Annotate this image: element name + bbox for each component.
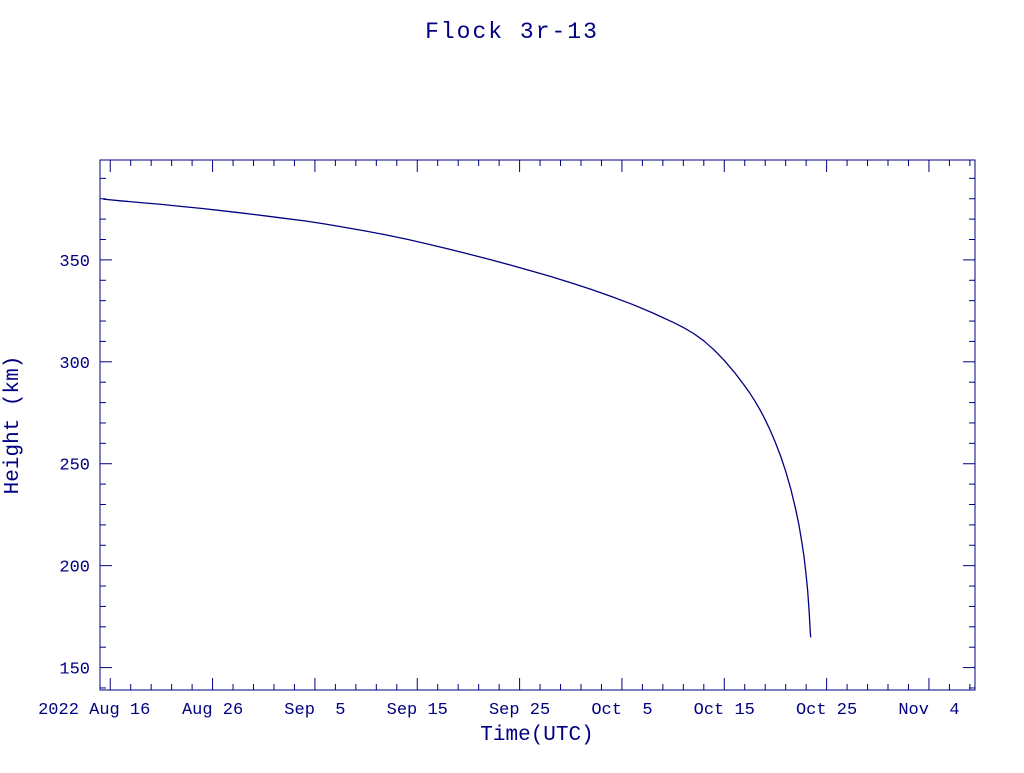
x-axis-label: Time(UTC) bbox=[480, 724, 593, 747]
decay-curve bbox=[103, 198, 812, 638]
x-tick-label: Oct 15 bbox=[694, 701, 755, 720]
y-tick-label: 250 bbox=[59, 457, 90, 476]
x-tick-label: Sep 25 bbox=[489, 701, 550, 720]
x-tick-label: 2022 Aug 16 bbox=[38, 701, 150, 720]
x-tick-label: Oct 25 bbox=[796, 701, 857, 720]
chart-title: Flock 3r-13 bbox=[425, 19, 599, 45]
plot-frame bbox=[99, 159, 976, 691]
x-tick-label: Oct 5 bbox=[591, 701, 652, 720]
x-tick-label: Sep 15 bbox=[387, 701, 448, 720]
y-tick-label: 150 bbox=[59, 661, 90, 680]
y-tick-label: 200 bbox=[59, 559, 90, 578]
x-tick-label: Aug 26 bbox=[182, 701, 243, 720]
y-tick-label: 350 bbox=[59, 253, 90, 272]
y-tick-label: 300 bbox=[59, 355, 90, 374]
x-tick-label: Nov 4 bbox=[898, 701, 959, 720]
x-tick-label: Sep 5 bbox=[284, 701, 345, 720]
y-axis-label: Height (km) bbox=[2, 356, 25, 495]
